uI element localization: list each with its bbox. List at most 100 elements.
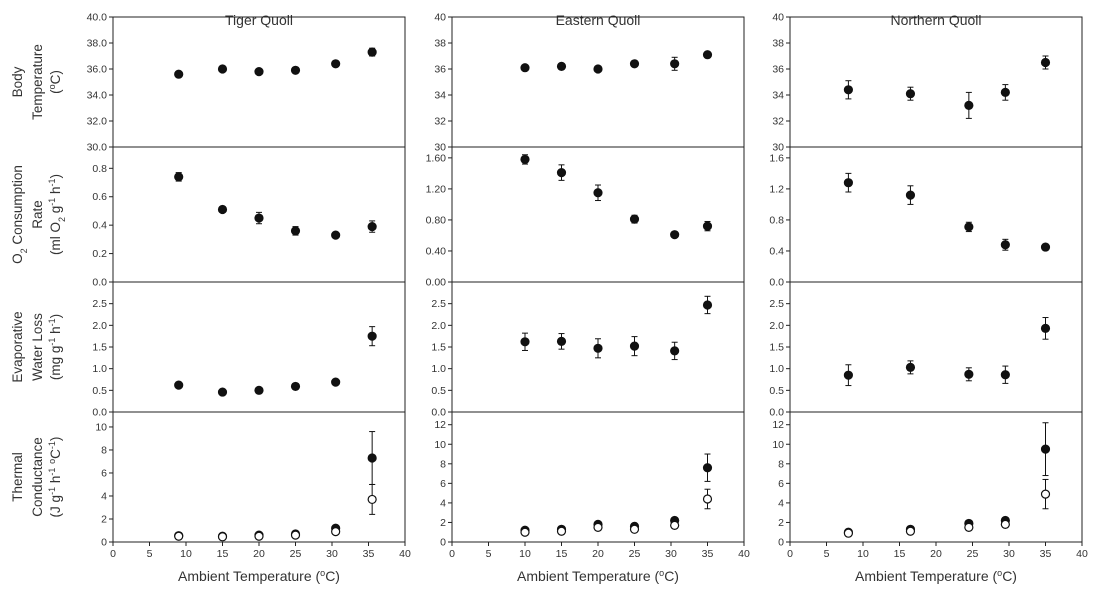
panel: 0.0 0.5 1.0 1.5 2.0 2.5 [769,281,1083,419]
x-tick-label: 30 [1003,548,1015,560]
row-label: (oC) [47,70,63,94]
x-tick-label: 40 [1076,548,1088,560]
row-label-group: Thermal Conductance (J g-1 h-1 oC-1) [10,437,63,518]
data-point-filled [520,154,530,165]
y-tick-label: 0 [101,537,107,549]
data-point-filled [670,230,680,240]
y-tick-label: 8 [778,458,784,470]
y-tick-label: 34.0 [87,90,108,102]
data-point-open [964,522,974,532]
data-point-filled [629,341,640,351]
y-tick-label: 0.5 [769,385,784,397]
y-tick-label: 2.0 [769,320,784,332]
data-point-filled [331,230,341,240]
y-tick-label: 1.20 [426,183,447,195]
panel: 0.0 0.5 1.0 1.5 2.0 2.5 [92,281,406,419]
data-point-filled [254,385,264,395]
y-tick-label: 6 [440,478,446,490]
data-point-open [593,522,603,532]
x-tick-label: 10 [519,548,531,560]
y-tick-label: 38 [434,38,446,50]
y-tick-label: 10 [434,439,446,451]
y-tick-label: 30.0 [87,142,108,154]
x-tick-label: 5 [486,548,492,560]
data-point-filled [843,178,854,188]
data-point-filled [964,100,974,111]
y-tick-label: 1.60 [426,152,447,164]
x-tick-label: 30 [665,548,677,560]
data-point-filled [843,370,854,380]
data-point-filled [702,50,713,60]
y-tick-label: 34 [434,90,446,102]
data-point-filled [217,204,228,215]
row-label-group: Body Temperature (oC) [10,44,63,120]
data-point-filled [905,362,916,372]
y-tick-label: 40.0 [87,12,108,24]
x-tick-label: 25 [967,548,979,560]
y-tick-label: 32 [772,116,784,128]
data-point-open [174,531,184,541]
data-point-filled [254,213,264,223]
y-tick-label: 1.0 [92,363,107,375]
data-point-open [629,524,640,534]
data-point-filled [367,453,377,463]
data-point-open [1000,519,1010,530]
x-tick-label: 0 [110,548,116,560]
y-tick-label: 2.0 [92,320,107,332]
data-point-filled [593,343,603,353]
y-tick-label: 1.5 [92,342,107,354]
data-point-open [905,526,916,536]
x-tick-label: 35 [1040,548,1052,560]
data-point-filled [520,63,530,73]
y-tick-label: 0.0 [769,277,784,289]
data-point-filled [670,346,680,356]
data-point-open [331,527,341,537]
data-point-filled [367,221,377,232]
x-tick-label: 5 [147,548,153,560]
y-tick-label: 4 [101,490,107,502]
y-tick-label: 30 [434,142,446,154]
y-tick-label: 0.0 [769,407,784,419]
data-point-filled [174,172,184,182]
panel: 30 32 34 36 38 40 [434,12,745,154]
data-point-filled [629,59,640,69]
y-tick-label: 6 [778,478,784,490]
y-tick-label: 1.0 [431,363,446,375]
y-tick-label: 4 [440,497,446,509]
x-tick-label: 35 [363,548,375,560]
y-tick-label: 1.5 [431,342,446,354]
y-tick-label: 2 [440,517,446,529]
y-tick-label: 0.4 [769,245,784,257]
row-label: Water Loss [30,313,45,381]
y-tick-label: 40 [772,12,784,24]
plot-frame [789,281,1083,413]
y-tick-label: 8 [101,444,107,456]
y-tick-label: 0.0 [92,407,107,419]
data-point-filled [290,226,301,236]
y-tick-label: 32 [434,116,446,128]
data-point-filled [217,64,228,74]
data-point-open [670,520,680,530]
plot-frame [789,411,1083,543]
y-tick-label: 1.6 [769,152,784,164]
panel: 30 32 34 36 38 40 [772,12,1083,154]
x-tick-label: 30 [326,548,338,560]
y-tick-label: 0.80 [426,214,447,226]
x-axis-title: Ambient Temperature (oC) [178,568,340,584]
panel: 0 2 4 6 8 10 12 0 5 10 15 20 25 30 35 40 [772,411,1088,560]
row-label: Evaporative [10,311,25,382]
y-tick-label: 40 [434,12,446,24]
data-point-open [217,532,228,542]
x-tick-label: 40 [738,548,750,560]
y-tick-label: 1.0 [769,363,784,375]
panel: 0.0 0.2 0.4 0.6 0.8 [92,146,406,289]
plot-frame [112,16,406,148]
row-label: (J g-1 h-1 oC-1) [47,437,63,518]
y-tick-label: 0.5 [431,385,446,397]
data-point-filled [1000,240,1010,250]
panel: 0 2 4 6 8 10 12 0 5 10 15 20 25 30 35 40 [434,411,750,560]
plot-frame [451,146,745,283]
y-tick-label: 30 [772,142,784,154]
panel: 0.0 0.4 0.8 1.2 1.6 [769,146,1083,289]
